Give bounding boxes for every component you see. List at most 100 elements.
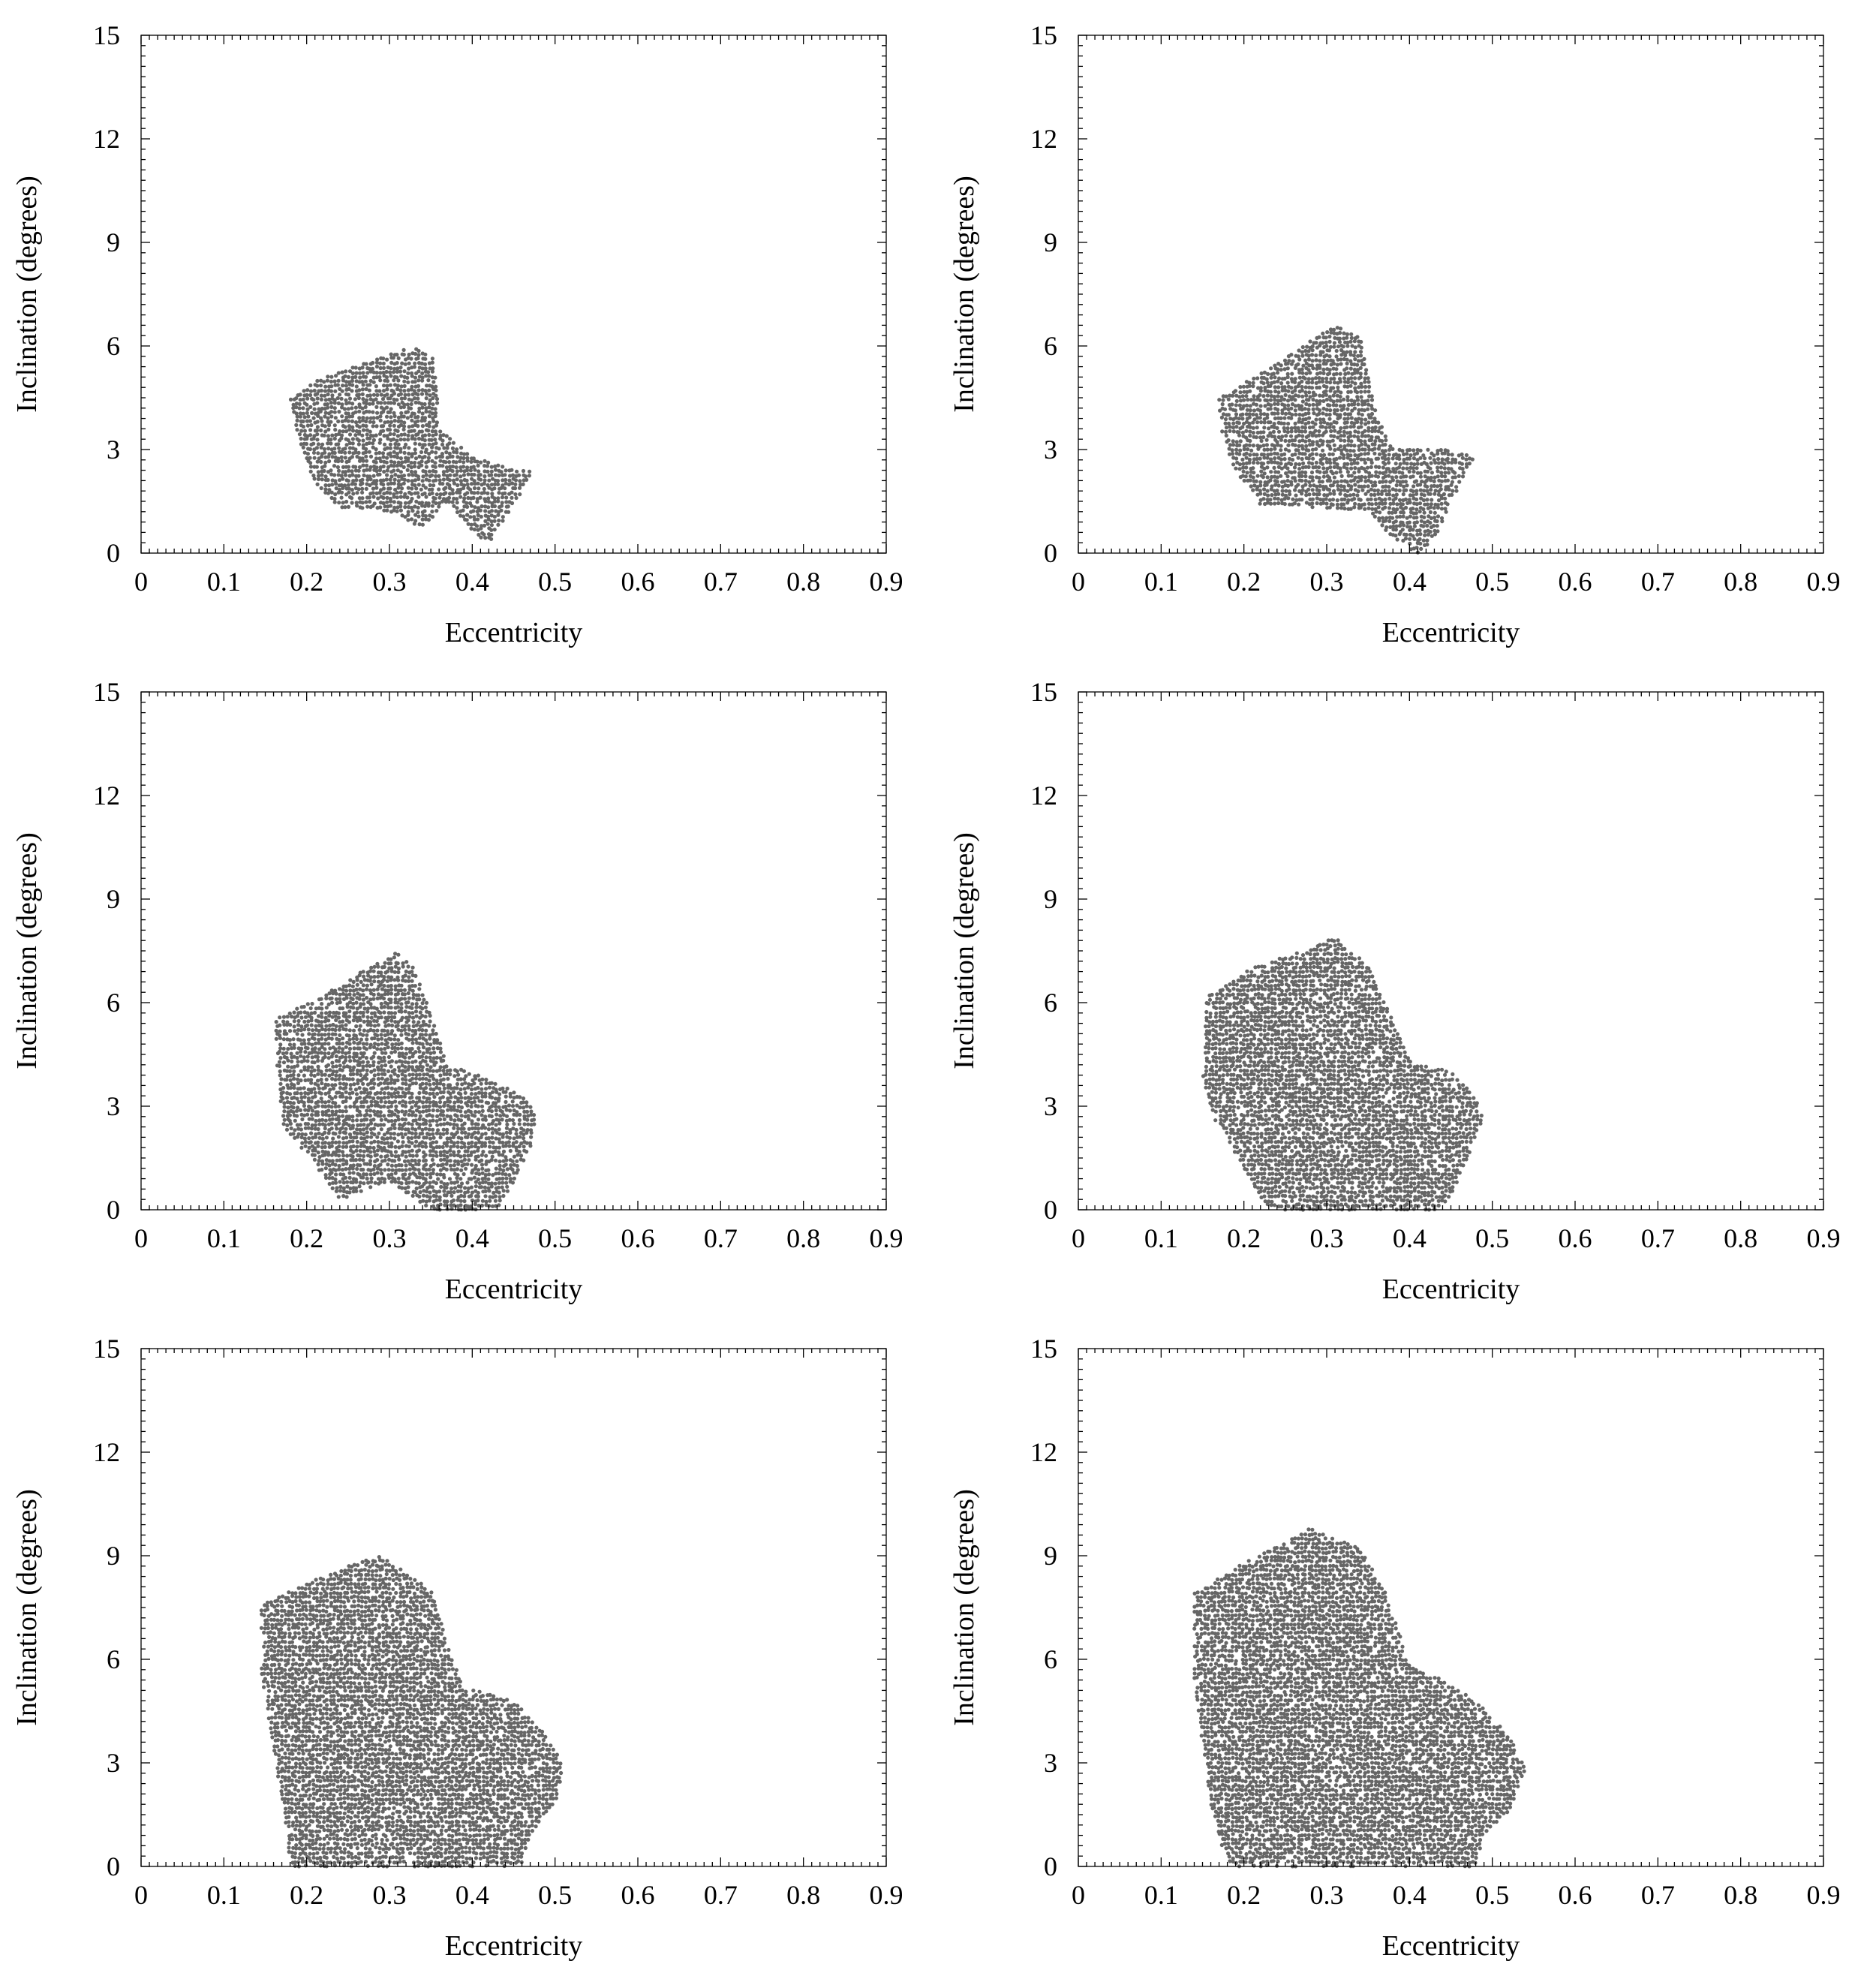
data-point (413, 1131, 418, 1136)
data-point (1297, 375, 1302, 380)
data-point (341, 378, 345, 383)
data-point (375, 416, 380, 420)
data-point (434, 509, 439, 513)
data-point (1349, 439, 1354, 444)
data-point (1290, 371, 1294, 376)
data-point (461, 473, 467, 477)
data-point (335, 1126, 339, 1131)
data-point (1268, 498, 1273, 502)
data-point (446, 495, 452, 501)
data-point (425, 1172, 429, 1177)
data-point (406, 371, 410, 375)
data-point (300, 1132, 305, 1136)
data-point (326, 477, 330, 483)
data-point (1418, 456, 1423, 460)
data-point (1363, 492, 1368, 496)
data-point (1387, 492, 1392, 497)
data-point (346, 407, 350, 411)
data-point (525, 1117, 530, 1122)
data-point (514, 495, 519, 501)
data-point (463, 1186, 467, 1190)
data-point (330, 1159, 335, 1163)
data-point (427, 1127, 431, 1132)
data-point (1425, 469, 1430, 474)
data-point (392, 383, 398, 387)
data-point (1222, 407, 1228, 411)
data-point (1303, 358, 1308, 362)
data-point (506, 504, 510, 509)
data-point (396, 486, 401, 490)
data-point (326, 1150, 330, 1155)
data-point (343, 450, 347, 455)
data-point (424, 1190, 429, 1194)
data-point (1293, 380, 1297, 384)
data-point (329, 379, 333, 384)
data-point (392, 505, 397, 510)
data-point (1415, 489, 1419, 493)
data-point (335, 383, 340, 387)
data-point (365, 504, 370, 509)
data-point (329, 441, 333, 446)
data-point (1338, 404, 1343, 408)
data-point (333, 389, 338, 393)
data-point (1453, 458, 1458, 462)
data-point (395, 361, 399, 365)
data-point (1279, 395, 1284, 399)
data-point (1251, 488, 1255, 492)
data-point (422, 491, 427, 496)
data-point (379, 1127, 383, 1132)
data-point (347, 490, 351, 495)
data-point (462, 1153, 467, 1158)
data-point (1280, 435, 1285, 439)
data-point (493, 1158, 498, 1162)
data-point (377, 468, 383, 473)
data-point (1403, 497, 1408, 502)
data-point (341, 429, 345, 434)
data-point (1327, 498, 1332, 502)
data-point (304, 441, 308, 447)
data-point (350, 1180, 355, 1185)
data-point (406, 1185, 410, 1190)
data-point (347, 424, 351, 429)
data-point (389, 459, 393, 464)
data-point (383, 420, 387, 425)
data-point (1310, 478, 1315, 483)
data-point (1439, 471, 1444, 475)
data-point (380, 451, 386, 456)
data-point (476, 491, 480, 495)
data-point (1289, 416, 1294, 420)
data-point (1324, 470, 1329, 474)
data-point (480, 1162, 485, 1167)
data-point (377, 374, 382, 380)
data-point (1273, 456, 1277, 461)
data-point (1436, 449, 1440, 453)
data-point (407, 1121, 411, 1126)
data-point (447, 451, 452, 456)
data-point (1363, 384, 1368, 389)
data-point (301, 445, 305, 450)
data-point (1244, 429, 1249, 434)
data-point (392, 464, 396, 468)
data-point (464, 1166, 468, 1171)
data-point (458, 1118, 464, 1123)
data-point (1251, 412, 1255, 417)
data-point (501, 1149, 507, 1153)
data-point (311, 441, 316, 446)
data-point (365, 1130, 369, 1135)
data-point (374, 389, 379, 393)
data-point (1400, 449, 1405, 453)
data-point (311, 474, 316, 478)
data-point (1359, 439, 1363, 444)
data-point (327, 452, 332, 456)
data-point (1384, 438, 1388, 443)
data-point (1327, 334, 1332, 339)
data-point (353, 420, 359, 425)
data-point (1405, 452, 1409, 456)
data-point (323, 1118, 328, 1123)
data-point (489, 528, 494, 532)
data-point (1362, 356, 1366, 361)
data-point (297, 432, 302, 437)
data-point (410, 398, 414, 402)
data-point (1430, 534, 1434, 538)
data-point (459, 1181, 464, 1186)
